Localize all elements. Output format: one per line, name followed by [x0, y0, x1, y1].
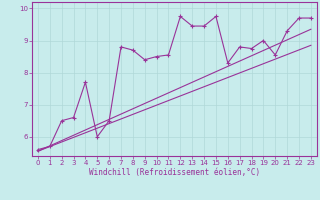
X-axis label: Windchill (Refroidissement éolien,°C): Windchill (Refroidissement éolien,°C) — [89, 168, 260, 177]
